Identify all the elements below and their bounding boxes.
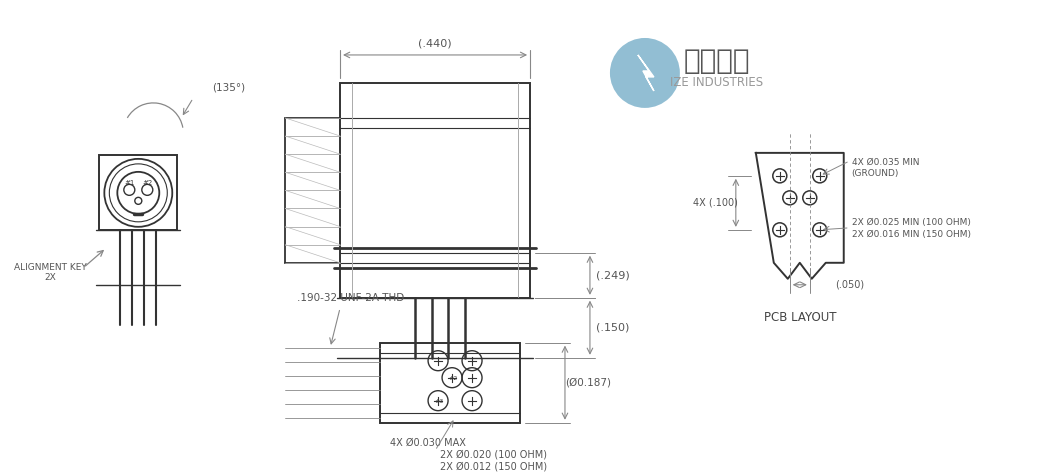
- Circle shape: [610, 38, 680, 108]
- Text: (Ø0.187): (Ø0.187): [565, 378, 611, 388]
- Text: PCB LAYOUT: PCB LAYOUT: [764, 311, 836, 324]
- Bar: [99, 155, 177, 230]
- Text: 2X Ø0.012 (150 OHM): 2X Ø0.012 (150 OHM): [440, 462, 547, 472]
- Text: #3: #3: [434, 399, 444, 404]
- Text: #2: #2: [449, 376, 458, 381]
- Text: 2X Ø0.025 MIN (100 OHM): 2X Ø0.025 MIN (100 OHM): [851, 219, 971, 228]
- Text: 2X Ø0.020 (100 OHM): 2X Ø0.020 (100 OHM): [440, 450, 547, 460]
- Text: 4X (.100): 4X (.100): [693, 198, 738, 208]
- Text: 爱泽工业: 爱泽工业: [684, 47, 750, 75]
- Bar: [380, 343, 520, 423]
- Text: ALIGNMENT KEY
2X: ALIGNMENT KEY 2X: [14, 263, 87, 282]
- Text: (.249): (.249): [596, 271, 630, 281]
- Text: 4X Ø0.035 MIN
(GROUND): 4X Ø0.035 MIN (GROUND): [851, 158, 919, 177]
- Text: 2X Ø0.016 MIN (150 OHM): 2X Ø0.016 MIN (150 OHM): [851, 230, 971, 239]
- Text: IZE INDUSTRIES: IZE INDUSTRIES: [670, 77, 764, 89]
- Text: (.150): (.150): [596, 323, 630, 333]
- Bar: [340, 83, 530, 298]
- Text: (135°): (135°): [211, 83, 245, 93]
- Text: (.440): (.440): [418, 39, 452, 49]
- Polygon shape: [638, 55, 654, 91]
- Text: (.050): (.050): [835, 280, 864, 290]
- Text: #1: #1: [124, 180, 135, 186]
- Text: #2: #2: [142, 180, 153, 186]
- Text: 4X Ø0.030 MAX: 4X Ø0.030 MAX: [390, 438, 465, 447]
- Text: .190-32 UNF-2A THD: .190-32 UNF-2A THD: [296, 293, 404, 303]
